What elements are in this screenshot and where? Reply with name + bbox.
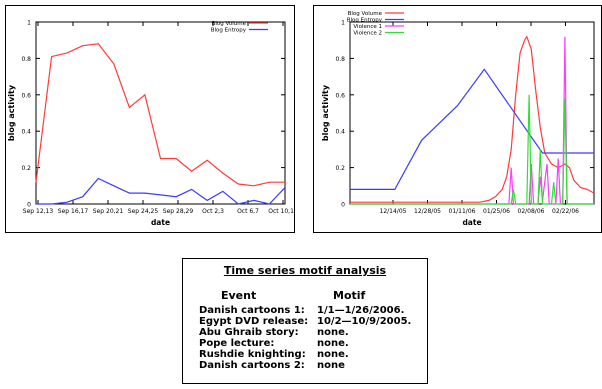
y-tick-label: 0.8 [335,56,345,63]
y-tick-label: 0 [341,202,345,209]
x-tick-label: 01/25/06 [483,208,510,215]
y-tick-label: 0.2 [21,165,31,172]
row-event: Egypt DVD release: [199,316,309,327]
row-motif: none. [317,338,349,349]
row-event: Abu Ghraib story: [199,327,299,338]
x-tick-label: 12/14/05 [380,208,407,215]
row-motif: 1/1—1/26/2006. [317,305,405,316]
row-motif: 10/2—10/9/2005. [317,316,412,327]
y-tick-label: 0.6 [335,92,345,99]
legend-label: Blog Entropy [211,28,247,34]
event-column-header: Event [221,289,257,302]
x-axis-label: date [462,218,481,227]
y-axis-label: blog activity [7,84,16,141]
x-tick-label: 01/11/06 [449,208,476,215]
x-axis-label: date [151,218,170,227]
y-tick-label: 1 [27,20,31,27]
series-line [36,177,286,205]
x-tick-label: 12/28/05 [414,208,441,215]
legend-label: Violence 1 [353,24,382,30]
x-tick-label: Sep 12,13 [23,208,54,215]
y-tick-label: 0.2 [335,165,345,172]
series-line [350,68,594,190]
y-tick-label: 0.8 [21,56,31,63]
motif-analysis-box: Time series motif analysis Event Motif D… [182,258,428,384]
x-tick-label: Sep 28,29 [163,208,194,215]
series-line [350,35,595,203]
legend-label: Blog Entropy [347,18,383,24]
blog-volume-entropy-chart: 0 0.2 0.4 0.6 0.8 1 Sep 12,13 Sep 16,17 Sep 20,2… [7,20,298,228]
y-tick-label: 0.6 [21,92,31,99]
row-motif: none. [317,349,349,360]
row-event: Danish cartoons 1: [199,305,305,316]
blog-violence-chart: 0 0.2 0.4 0.6 0.8 1 12/14/05 12/28/05 01/11/06 01… [321,11,595,227]
left-chart-panel: 0 0.2 0.4 0.6 0.8 1 Sep 12,13 Sep 16,17 Sep 20,2… [5,5,298,233]
row-motif: none [317,360,345,371]
x-tick-label: Oct 2,3 [202,208,224,215]
series-line [350,94,594,205]
row-event: Pope lecture: [199,338,275,349]
plot-frame [35,21,286,205]
x-tick-label: Sep 16,17 [58,208,89,215]
motif-column-header: Motif [333,289,366,302]
x-tick-label: Sep 20,21 [93,208,124,215]
y-tick-label: 0.4 [335,129,345,136]
row-event: Rushdie knighting: [199,349,306,360]
motif-title: Time series motif analysis [223,264,387,277]
row-motif: none. [317,327,349,338]
legend-label: Blog Volume [212,21,247,27]
x-tick-label: 02/08/06 [518,208,545,215]
x-tick-label: 02/22/06 [552,208,579,215]
legend-label: Blog Volume [348,11,383,17]
x-tick-label: Sep 24,25 [128,208,159,215]
y-axis-label: blog activity [321,84,330,141]
y-tick-label: 0 [27,202,31,209]
series-line [35,43,285,187]
legend-label: Violence 2 [353,31,382,37]
x-tick-label: Oct 6,7 [237,208,259,215]
row-event: Danish cartoons 2: [199,360,305,371]
x-tick-label: Oct 10,11 [268,208,294,215]
right-chart-panel: 0 0.2 0.4 0.6 0.8 1 12/14/05 12/28/05 01/11/06 01… [313,5,602,233]
y-tick-label: 1 [341,20,345,27]
y-tick-label: 0.4 [21,129,31,136]
series-line [350,36,594,205]
